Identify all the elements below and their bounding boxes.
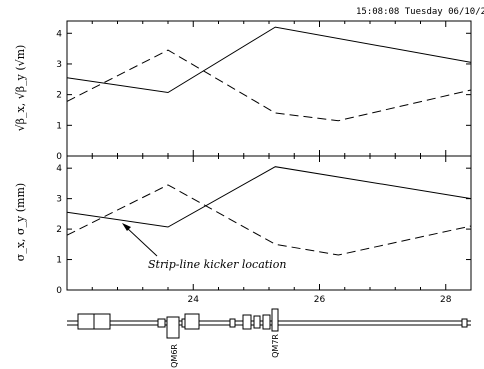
beamline-schematic	[67, 308, 471, 339]
annotation-arrow-line	[126, 227, 158, 257]
lattice-element	[253, 315, 261, 329]
qm7r-label: QM7R	[271, 334, 280, 358]
top-ytick-label: 1	[56, 121, 62, 131]
lattice-element	[461, 318, 468, 328]
bottom-ytick-label: 4	[56, 164, 62, 174]
top-panel-ylabel: √β_x, √β_y (√m)	[14, 45, 27, 132]
lattice-element	[184, 313, 200, 330]
bottom-series-solid	[66, 166, 472, 228]
top-panel-series	[66, 26, 472, 122]
bottom-xtick-label: 28	[440, 295, 452, 305]
annotation-label: Strip-line kicker location	[148, 258, 286, 271]
top-series-solid	[66, 26, 472, 94]
annotation-arrow-head	[122, 223, 131, 231]
bottom-xtick-label: 24	[188, 295, 200, 305]
bottom-panel-ticks: 0 1 2 3 4 24 26 28	[56, 156, 472, 305]
lattice-element	[262, 314, 271, 330]
bottom-panel-ylabel: σ_x, σ_y (mm)	[14, 183, 27, 261]
bottom-xtick-label: 26	[314, 295, 326, 305]
panel-top-frame	[66, 20, 472, 157]
top-ytick-label: 3	[56, 60, 62, 70]
top-ytick-label: 0	[56, 152, 62, 162]
lattice-element	[157, 318, 166, 328]
bottom-series-dashed	[66, 184, 472, 256]
qm6r-label: QM6R	[170, 344, 179, 368]
bottom-panel-series	[66, 166, 472, 256]
top-ytick-label: 4	[56, 29, 62, 39]
lattice-element	[229, 318, 236, 328]
bottom-ytick-label: 0	[56, 286, 62, 296]
quadrupole-qm6r	[166, 316, 180, 339]
top-ytick-label: 2	[56, 91, 62, 101]
top-series-dashed	[66, 49, 472, 122]
bottom-ytick-label: 3	[56, 195, 62, 205]
top-panel-ticks: 0 1 2 3 4	[56, 21, 472, 162]
bottom-ytick-label: 2	[56, 225, 62, 235]
lattice-element	[242, 314, 252, 330]
quadrupole-qm7r	[271, 308, 279, 332]
bottom-ytick-label: 1	[56, 256, 62, 266]
timestamp: 15:08:08 Tuesday 06/10/2008	[356, 7, 484, 17]
